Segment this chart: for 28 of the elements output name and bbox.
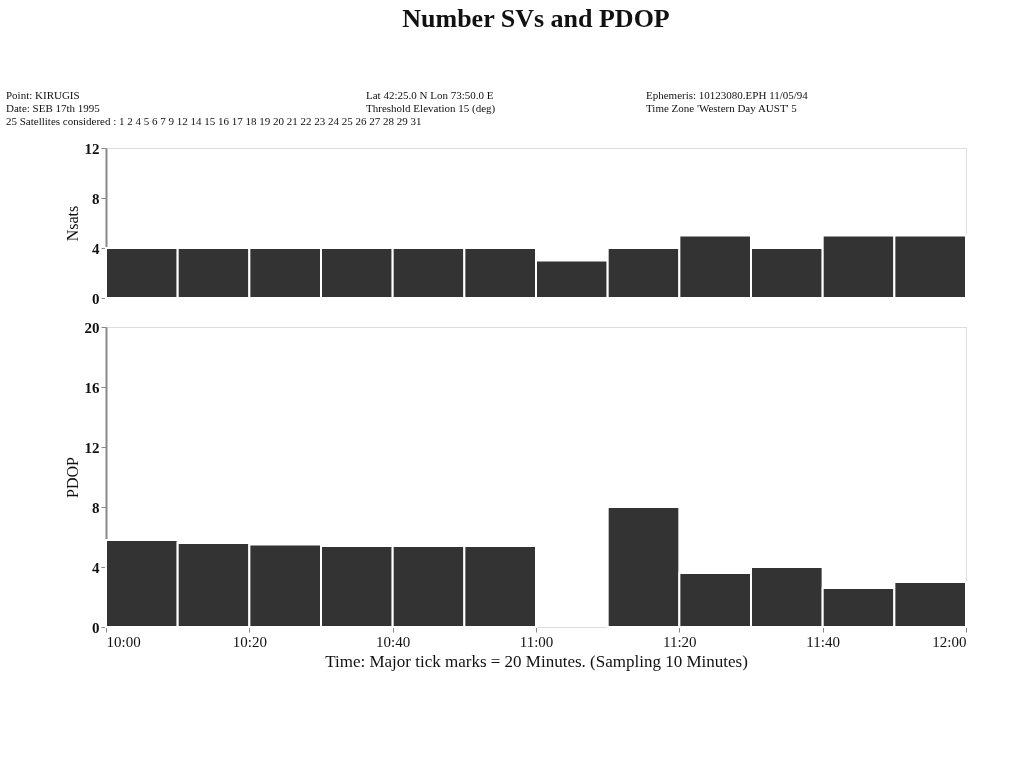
text: Date: SEB 17th 1995 [6,102,101,114]
x-tick-label: 10:20 [232,633,267,650]
y-tick-label: 0 [92,290,100,307]
y-tick-label: 4 [92,559,100,576]
y-tick-label: 20 [84,319,100,336]
text: Time Zone 'Western Day AUST' 5 [646,102,798,114]
y-tick-label: 12 [84,140,100,157]
y-tick-label: 4 [92,240,100,257]
y-tick-label: 8 [92,190,100,207]
y-tick-label: 0 [92,619,100,636]
text: Threshold Elevation 15 (deg) [366,102,496,115]
x-tick-label: 12:00 [932,633,967,650]
y-axis-title: PDOP [63,456,81,498]
text: Lat 42:25.0 N Lon 73:50.0 E [366,89,494,101]
y-axis-title: Nsats [63,205,81,242]
text: Point: KIRUGIS [6,89,80,101]
y-tick-label: 8 [92,499,100,516]
x-axis-title: Time: Major tick marks = 20 Minutes. (Sampling 10 Minutes) [325,651,748,671]
chart-title: Number SVs and PDOP [402,4,670,33]
text: 25 Satellites considered : 1 2 4 5 6 7 9 12 14 15 16 17 18 19 20 21 22 23 24 25 26 27 28 29 31 [6,115,422,127]
x-tick-label: 11:20 [663,633,697,650]
y-tick-label: 16 [84,379,100,396]
x-tick-label: 10:00 [106,633,141,650]
x-tick-label: 11:00 [519,633,554,650]
y-tick-label: 12 [84,439,100,456]
x-tick-label: 10:40 [376,633,411,650]
x-tick-label: 11:40 [806,633,840,650]
text: Ephemeris: 10123080.EPH 11/05/94 [646,89,809,101]
